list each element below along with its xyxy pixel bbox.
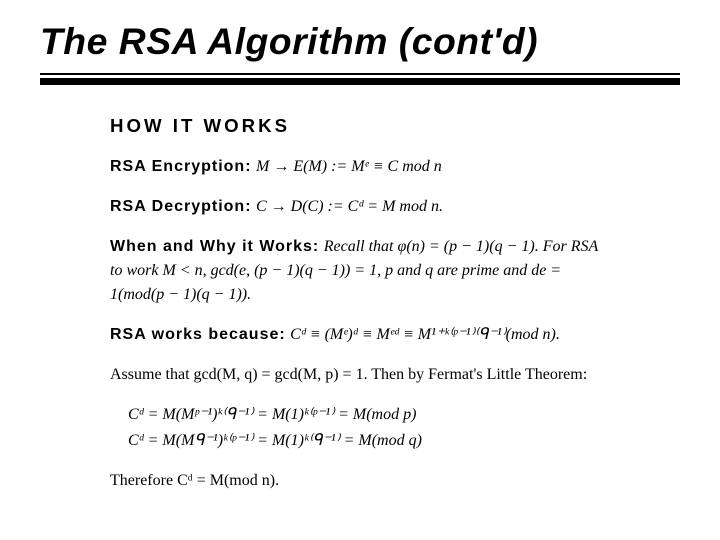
assume-block: Assume that gcd(M, q) = gcd(M, p) = 1. T… [110, 363, 610, 387]
encryption-block: RSA Encryption: M → E(M) := Mᵉ ≡ C mod n [110, 155, 610, 179]
fermat-equations: Cᵈ = M(Mᵖ⁻¹)ᵏ⁽ᑫ⁻¹⁾ = M(1)ᵏ⁽ᵖ⁻¹⁾ = M(mod … [110, 403, 610, 453]
slide-page: The RSA Algorithm (cont'd) HOW IT WORKS … [0, 0, 720, 540]
assume-text: Assume that gcd(M, q) = gcd(M, p) = 1. T… [110, 366, 587, 383]
fermat-eq-2: Cᵈ = M(Mᑫ⁻¹)ᵏ⁽ᵖ⁻¹⁾ = M(1)ᵏ⁽ᑫ⁻¹⁾ = M(mod … [128, 429, 610, 453]
works-because-formula: Cᵈ ≡ (Mᵉ)ᵈ ≡ Mᵉᵈ ≡ M¹⁺ᵏ⁽ᵖ⁻¹⁾⁽ᑫ⁻¹⁾(mod n)… [290, 326, 560, 343]
when-why-block: When and Why it Works: Recall that φ(n) … [110, 235, 610, 307]
works-because-block: RSA works because: Cᵈ ≡ (Mᵉ)ᵈ ≡ Mᵉᵈ ≡ M¹… [110, 323, 610, 347]
how-it-works-heading: HOW IT WORKS [110, 115, 610, 137]
works-because-label: RSA works because: [110, 326, 286, 343]
therefore-block: Therefore Cᵈ = M(mod n). [110, 469, 610, 493]
encryption-label: RSA Encryption: [110, 158, 252, 175]
slide-content: HOW IT WORKS RSA Encryption: M → E(M) :=… [40, 85, 680, 493]
decryption-block: RSA Decryption: C → D(C) := Cᵈ = M mod n… [110, 195, 610, 219]
title-rule-thin [40, 73, 680, 75]
therefore-text: Therefore Cᵈ = M(mod n). [110, 472, 279, 489]
when-why-label: When and Why it Works: [110, 238, 319, 255]
decryption-formula: C → D(C) := Cᵈ = M mod n. [256, 198, 443, 215]
slide-title: The RSA Algorithm (cont'd) [40, 20, 680, 69]
encryption-formula: M → E(M) := Mᵉ ≡ C mod n [256, 158, 442, 175]
fermat-eq-1: Cᵈ = M(Mᵖ⁻¹)ᵏ⁽ᑫ⁻¹⁾ = M(1)ᵏ⁽ᵖ⁻¹⁾ = M(mod … [128, 403, 610, 427]
decryption-label: RSA Decryption: [110, 198, 252, 215]
title-rule-thick [40, 78, 680, 85]
